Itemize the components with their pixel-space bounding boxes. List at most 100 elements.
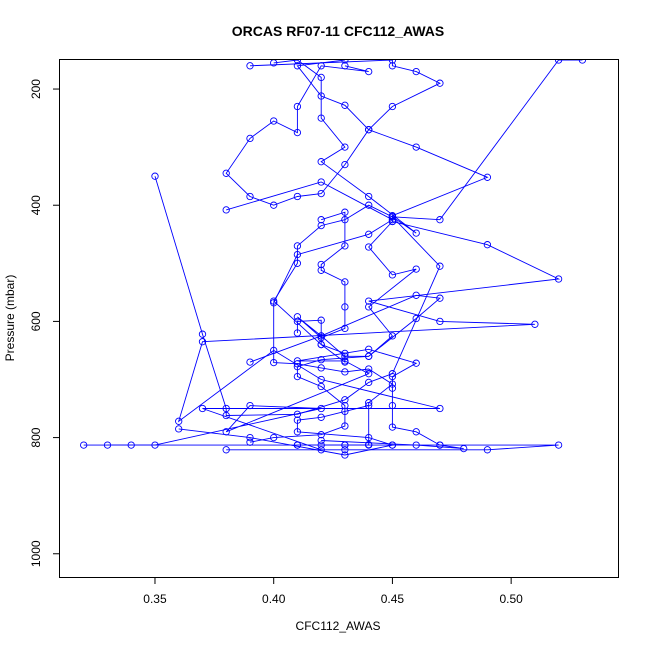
data-point [246, 134, 254, 143]
data-point [293, 329, 302, 337]
data-point [317, 413, 325, 421]
data-point [317, 431, 325, 439]
data-point [388, 217, 397, 226]
data-point [317, 158, 325, 166]
data-point [365, 192, 373, 201]
data-point [293, 363, 302, 371]
data-point [388, 332, 397, 340]
data-point [578, 60, 587, 64]
y-tick-label: 400 [29, 195, 43, 215]
data-point [317, 382, 325, 391]
data-point [341, 451, 349, 459]
data-point [341, 62, 349, 70]
data-point [151, 172, 159, 180]
data-point [222, 404, 230, 413]
data-point [460, 444, 468, 453]
data-point [341, 101, 349, 109]
data-point [412, 67, 420, 76]
data-point [293, 441, 302, 449]
data-point [270, 201, 278, 209]
x-tick-label: 0.50 [499, 592, 523, 606]
y-tick-label: 200 [29, 79, 43, 99]
data-point [531, 320, 539, 328]
data-point [198, 338, 207, 346]
data-point [246, 192, 254, 201]
data-point [412, 314, 420, 323]
data-point [388, 62, 397, 70]
data-point [103, 441, 112, 449]
data-point [246, 438, 254, 446]
data-point [293, 372, 302, 381]
data-point [341, 208, 349, 216]
data-point [293, 317, 302, 326]
series-3 [151, 60, 444, 420]
data-point [341, 407, 349, 416]
data-point [436, 262, 444, 270]
series-line [178, 405, 395, 456]
data-point [270, 117, 278, 125]
data-point [317, 404, 325, 413]
data-point [365, 433, 373, 442]
data-point [341, 60, 349, 64]
data-point [388, 271, 397, 279]
series-line [225, 60, 441, 206]
data-point [365, 345, 373, 353]
series-8 [246, 291, 444, 446]
data-point [246, 358, 254, 366]
data-point [365, 243, 373, 251]
y-tick-label: 1000 [29, 540, 43, 567]
data-point [483, 241, 492, 249]
series-layer [80, 60, 587, 459]
data-point [365, 297, 373, 305]
data-point [388, 60, 397, 64]
data-point [341, 278, 349, 286]
data-point [222, 411, 230, 420]
data-point [341, 368, 349, 376]
data-point [222, 169, 230, 177]
data-point [341, 303, 349, 311]
data-point [317, 114, 325, 122]
data-point [341, 396, 349, 404]
data-point [554, 441, 563, 449]
data-point [151, 441, 159, 449]
data-point [483, 446, 492, 454]
data-point [412, 143, 420, 151]
data-point [293, 416, 302, 424]
data-point [388, 423, 397, 431]
data-point [412, 229, 420, 237]
data-point [388, 441, 397, 449]
data-point [293, 192, 302, 201]
data-point [436, 294, 444, 302]
data-point [317, 62, 325, 70]
data-point [341, 422, 349, 430]
data-point [222, 446, 230, 454]
data-point [317, 364, 325, 372]
x-tick-label: 0.45 [381, 592, 405, 606]
plot-frame [59, 59, 619, 578]
data-point [341, 446, 349, 454]
data-point [293, 259, 302, 267]
data-point [341, 242, 349, 250]
chart-title: ORCAS RF07-11 CFC112_AWAS [232, 23, 444, 39]
series-line [273, 60, 583, 363]
data-point [270, 433, 278, 442]
data-point [175, 417, 183, 425]
data-point [317, 316, 325, 324]
data-point [365, 378, 373, 387]
series-4 [222, 178, 397, 449]
data-point [341, 358, 349, 366]
data-point [246, 62, 254, 70]
data-point [365, 230, 373, 238]
data-point [412, 441, 420, 449]
data-point [388, 102, 397, 111]
data-point [412, 359, 420, 367]
series-9 [175, 401, 397, 459]
data-point [317, 441, 325, 449]
data-point [341, 160, 349, 169]
x-axis-label: CFC112_AWAS [296, 619, 381, 633]
data-point [293, 128, 302, 137]
series-line [83, 60, 561, 451]
data-point [365, 126, 373, 134]
data-point [293, 313, 302, 321]
data-point [483, 173, 492, 181]
